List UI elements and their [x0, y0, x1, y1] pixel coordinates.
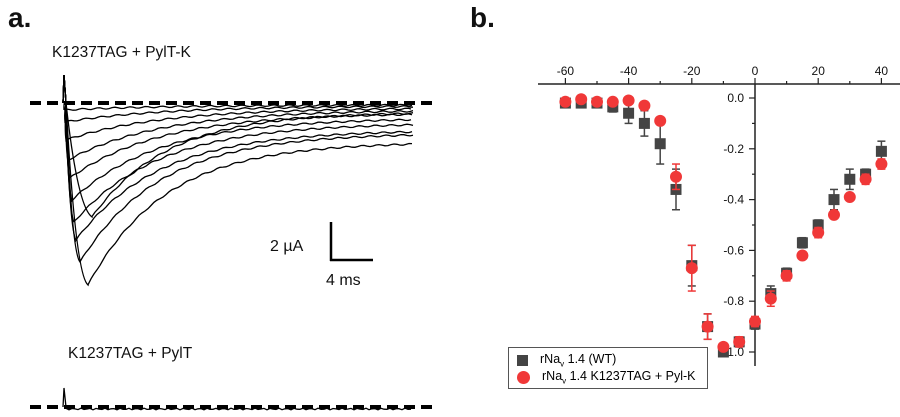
legend-label: rNav 1.4 (WT) [540, 352, 617, 369]
data-point-square [749, 318, 761, 330]
data-point-circle [685, 262, 698, 275]
data-point-circle [859, 173, 872, 186]
current-trace [62, 74, 412, 142]
legend-label: rNav 1.4 K1237TAG + Pyl-K [542, 369, 696, 386]
panel-a-label: a. [8, 2, 32, 33]
current-trace [62, 74, 414, 161]
data-point-square [765, 288, 777, 300]
data-point-circle [828, 208, 840, 221]
data-point-square [607, 101, 619, 113]
scale-current-label: 2 µA [270, 238, 304, 255]
data-point-square [575, 97, 587, 109]
x-tick-label: -60 [557, 64, 575, 78]
data-point-square [670, 183, 682, 195]
current-trace [62, 74, 414, 124]
data-point-square [559, 97, 571, 109]
legend-item-wt: rNav 1.4 (WT) [517, 352, 616, 369]
current-trace [62, 74, 413, 111]
current-trace [62, 74, 414, 223]
data-point-square [781, 267, 793, 279]
circle-marker-icon [517, 370, 530, 384]
data-point-square [638, 117, 650, 129]
data-point-square [717, 346, 729, 358]
data-point-square [875, 145, 887, 157]
data-point-circle [812, 226, 825, 239]
panel-b-label: b. [470, 2, 495, 33]
data-point-circle [843, 191, 856, 204]
data-point-square [654, 138, 666, 150]
x-tick-label: 20 [812, 64, 826, 78]
data-point-circle [796, 249, 809, 262]
current-trace [62, 74, 413, 179]
x-tick-label: 0 [752, 64, 759, 78]
data-point-square [860, 168, 872, 180]
x-tick-label: -20 [683, 64, 701, 78]
data-point-square [844, 173, 856, 185]
y-tick-label: -0.8 [723, 294, 744, 308]
data-point-circle [749, 315, 761, 328]
data-point-circle [733, 335, 746, 348]
current-trace [62, 74, 414, 264]
data-point-circle [780, 269, 793, 282]
legend-item-mutant: rNav 1.4 K1237TAG + Pyl-K [517, 369, 696, 386]
current-trace [62, 74, 413, 287]
data-point-circle [764, 292, 777, 305]
data-point-circle [717, 340, 730, 353]
data-point-square [623, 107, 635, 119]
data-point-circle [875, 158, 888, 171]
panel-a-top-title: K1237TAG + PylT-K [52, 44, 191, 61]
data-point-circle [606, 95, 619, 108]
data-point-square [733, 336, 745, 348]
current-trace [62, 74, 413, 243]
data-point-square [812, 219, 824, 231]
y-tick-label: -0.6 [723, 243, 744, 257]
data-point-square [591, 97, 603, 109]
data-point-circle [701, 320, 714, 333]
data-point-circle [559, 95, 572, 108]
control-trace [62, 387, 412, 411]
scale-time-label: 4 ms [326, 272, 361, 289]
square-marker-icon [517, 354, 528, 366]
data-point-circle [638, 99, 651, 112]
data-point-square [796, 237, 808, 249]
y-tick-label: -0.2 [723, 142, 744, 156]
legend: rNav 1.4 (WT) rNav 1.4 K1237TAG + Pyl-K [508, 347, 708, 389]
data-point-circle [575, 93, 588, 106]
data-point-circle [591, 95, 603, 108]
data-point-circle [670, 170, 682, 183]
current-trace [62, 74, 412, 203]
y-tick-label: -1.0 [723, 345, 744, 359]
current-trace [62, 74, 414, 219]
x-tick-label: 40 [875, 64, 889, 78]
data-point-square [828, 194, 840, 206]
y-tick-label: 0.0 [727, 91, 744, 105]
x-tick-label: -40 [620, 64, 638, 78]
y-tick-label: -0.4 [723, 193, 744, 207]
data-point-square [702, 321, 714, 333]
data-point-circle [654, 114, 667, 127]
current-traces [30, 74, 432, 411]
data-point-circle [622, 94, 635, 107]
data-point-square [686, 260, 698, 272]
panel-a-bottom-title: K1237TAG + PylT [68, 345, 193, 362]
